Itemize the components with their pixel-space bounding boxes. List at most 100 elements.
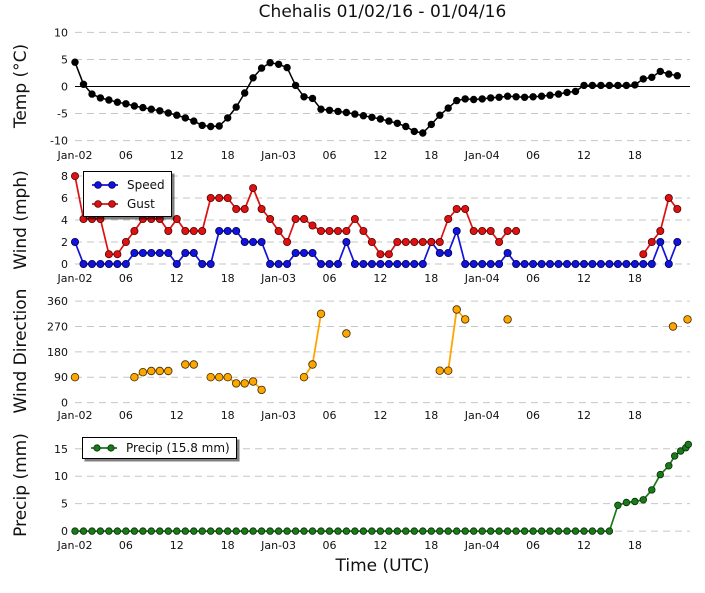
data-point: [325, 227, 334, 236]
data-point: [240, 379, 249, 388]
data-point: [138, 367, 148, 377]
data-point: [452, 227, 461, 236]
data-point: [138, 249, 147, 258]
data-point: [367, 238, 376, 247]
data-point: [359, 227, 368, 236]
wind-xtick: 06: [526, 272, 540, 285]
wind-direction-series-direction: [70, 305, 692, 395]
precipitation-xtick: 12: [373, 539, 387, 552]
data-point: [393, 527, 401, 535]
wind-direction-xtick: 06: [119, 409, 133, 422]
data-point: [291, 215, 300, 224]
data-point: [469, 227, 478, 236]
data-point: [554, 90, 563, 98]
temperature-ytick: -10: [50, 135, 68, 148]
data-point: [88, 527, 96, 535]
data-point: [671, 452, 679, 460]
data-point: [393, 238, 402, 247]
temperature-ytick: 5: [61, 53, 68, 66]
data-point: [580, 81, 588, 90]
precipitation-xticks: Jan-02 06 12 18 Jan-03 06 12 18 Jan-04 06 12 18: [57, 539, 642, 552]
data-point: [613, 260, 622, 269]
data-point: [656, 227, 665, 236]
precipitation-ytick: 15: [54, 443, 68, 456]
data-point: [470, 527, 478, 535]
data-point: [274, 227, 283, 236]
data-point: [656, 470, 664, 479]
data-point: [71, 527, 79, 535]
data-point: [342, 238, 351, 247]
data-point: [529, 93, 537, 101]
temperature-series-temp: [71, 58, 681, 137]
data-point: [580, 260, 589, 269]
data-point: [79, 80, 88, 88]
data-point: [316, 227, 325, 236]
data-point: [486, 227, 495, 236]
data-point: [350, 215, 359, 224]
data-point: [308, 527, 317, 535]
wind-xtick: Jan-04: [464, 272, 500, 285]
data-point: [512, 227, 521, 236]
wind-xtick: 18: [221, 272, 235, 285]
temperature-ytick: -5: [57, 108, 68, 121]
precipitation-xtick: 18: [628, 539, 642, 552]
data-point: [631, 81, 639, 89]
data-point: [639, 75, 647, 83]
data-point: [130, 102, 139, 110]
data-point: [164, 109, 172, 117]
data-point: [147, 527, 155, 535]
data-point: [664, 260, 673, 269]
wind-direction-grid: 0 90 180 270 360: [47, 295, 690, 410]
data-point: [444, 527, 452, 535]
data-point: [342, 227, 351, 236]
data-point: [427, 527, 435, 535]
data-point: [401, 238, 410, 247]
data-point: [139, 527, 147, 535]
data-point: [70, 372, 80, 382]
data-point: [368, 113, 376, 121]
data-point: [266, 59, 274, 67]
data-point: [308, 360, 317, 369]
data-point: [71, 58, 79, 66]
data-point: [427, 238, 436, 247]
temperature-xtick: 06: [119, 149, 133, 162]
data-point: [79, 527, 88, 535]
data-point: [605, 527, 614, 535]
chart-title: Chehalis 01/02/16 - 01/04/16: [258, 2, 507, 22]
data-point: [333, 227, 342, 236]
data-point: [478, 227, 487, 236]
wind-direction-xtick: Jan-04: [464, 409, 500, 422]
wind-direction-xtick: Jan-02: [57, 409, 93, 422]
data-point: [495, 238, 504, 247]
data-point: [461, 527, 469, 535]
data-point: [677, 447, 685, 455]
data-point: [299, 215, 308, 224]
wind-ytick: 6: [61, 192, 68, 205]
data-point: [571, 527, 580, 535]
data-point: [435, 238, 444, 247]
data-point: [588, 527, 597, 535]
data-point: [325, 527, 334, 535]
temperature-xtick: Jan-03: [260, 149, 296, 162]
data-point: [410, 127, 418, 136]
data-point: [478, 260, 487, 269]
precipitation-xtick: 18: [221, 539, 235, 552]
data-point: [647, 260, 656, 269]
data-point: [139, 103, 147, 112]
data-point: [401, 260, 410, 269]
series-line: [74, 61, 678, 134]
data-point: [317, 105, 325, 113]
data-point: [410, 238, 419, 247]
data-point: [105, 96, 113, 104]
time-axis-label: Time (UTC): [335, 556, 430, 576]
data-point: [257, 238, 266, 247]
wind-direction-ytick: 180: [47, 346, 68, 359]
data-point: [164, 227, 173, 236]
temperature-xticks: Jan-02 06 12 18 Jan-03 06 12 18 Jan-04 06 12 18: [57, 149, 642, 162]
data-point: [172, 260, 181, 269]
data-point: [495, 93, 503, 101]
temperature-xtick: 06: [322, 149, 336, 162]
data-point: [206, 260, 215, 269]
wind-legend: Speed Gust: [83, 171, 172, 217]
